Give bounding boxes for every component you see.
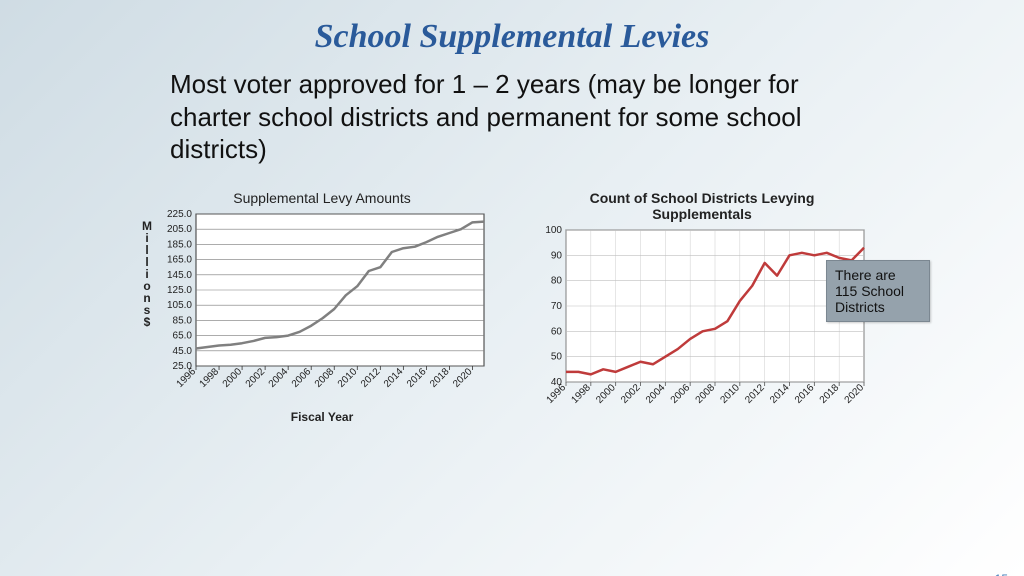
- svg-text:105.0: 105.0: [167, 300, 192, 311]
- svg-text:1998: 1998: [569, 382, 593, 406]
- svg-text:2008: 2008: [694, 382, 718, 406]
- svg-text:80: 80: [551, 275, 563, 286]
- chart1-xlabel: Fiscal Year: [152, 410, 492, 424]
- svg-text:185.0: 185.0: [167, 239, 192, 250]
- svg-text:90: 90: [551, 250, 563, 261]
- svg-text:2000: 2000: [594, 382, 618, 406]
- svg-text:2012: 2012: [743, 382, 767, 406]
- svg-text:2002: 2002: [244, 366, 268, 390]
- svg-text:50: 50: [551, 351, 563, 362]
- chart2-title: Count of School Districts Levying Supple…: [552, 190, 852, 222]
- svg-text:2018: 2018: [428, 366, 452, 390]
- svg-text:1996: 1996: [545, 382, 569, 406]
- svg-text:65.0: 65.0: [173, 330, 193, 341]
- chart-levy-amounts: Supplemental Levy Amounts Millions $ 25.…: [152, 190, 492, 424]
- chart2-callout: There are 115 School Districts: [826, 260, 930, 322]
- chart1-svg: 25.045.065.085.0105.0125.0145.0165.0185.…: [152, 208, 492, 408]
- svg-text:2006: 2006: [290, 366, 314, 390]
- svg-text:2018: 2018: [818, 382, 842, 406]
- svg-text:2014: 2014: [768, 382, 792, 406]
- svg-text:2012: 2012: [359, 366, 383, 390]
- svg-text:2016: 2016: [405, 366, 429, 390]
- svg-text:2020: 2020: [843, 382, 867, 406]
- svg-text:70: 70: [551, 301, 563, 312]
- svg-text:45.0: 45.0: [173, 345, 193, 356]
- svg-text:2010: 2010: [718, 382, 742, 406]
- page-subtitle: Most voter approved for 1 – 2 years (may…: [170, 68, 874, 166]
- svg-text:2010: 2010: [336, 366, 360, 390]
- chart1-ylabel: Millions $: [142, 220, 152, 328]
- svg-text:2008: 2008: [313, 366, 337, 390]
- svg-text:85.0: 85.0: [173, 315, 193, 326]
- svg-text:2014: 2014: [382, 366, 406, 390]
- svg-text:1998: 1998: [198, 366, 222, 390]
- svg-text:100: 100: [545, 225, 562, 236]
- svg-text:2020: 2020: [451, 366, 475, 390]
- svg-text:225.0: 225.0: [167, 209, 192, 220]
- svg-text:205.0: 205.0: [167, 224, 192, 235]
- svg-text:2002: 2002: [619, 382, 643, 406]
- svg-text:165.0: 165.0: [167, 254, 192, 265]
- svg-text:2000: 2000: [221, 366, 245, 390]
- chart1-title: Supplemental Levy Amounts: [152, 190, 492, 206]
- svg-text:2016: 2016: [793, 382, 817, 406]
- page-number: 15: [995, 572, 1008, 576]
- svg-text:2004: 2004: [644, 382, 668, 406]
- svg-text:2006: 2006: [669, 382, 693, 406]
- charts-row: Supplemental Levy Amounts Millions $ 25.…: [0, 190, 1024, 424]
- svg-text:145.0: 145.0: [167, 269, 192, 280]
- svg-text:125.0: 125.0: [167, 285, 192, 296]
- chart2-svg: 4050607080901001996199820002002200420062…: [532, 224, 872, 424]
- page-title: School Supplemental Levies: [0, 18, 1024, 56]
- svg-text:2004: 2004: [267, 366, 291, 390]
- svg-text:60: 60: [551, 326, 563, 337]
- chart-district-count: Count of School Districts Levying Supple…: [532, 190, 872, 424]
